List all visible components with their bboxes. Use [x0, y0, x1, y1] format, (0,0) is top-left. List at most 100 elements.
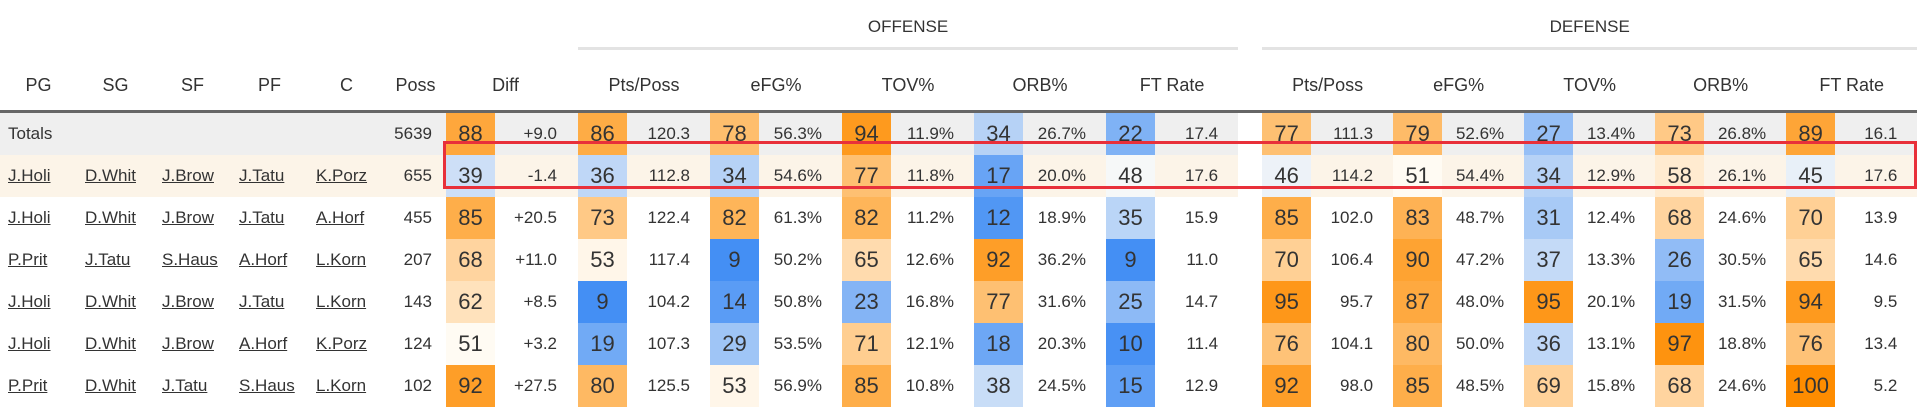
player-link[interactable]: J.Holi [8, 166, 51, 185]
offense-tov-value: 12.1% [905, 334, 954, 353]
player-link[interactable]: L.Korn [316, 250, 367, 269]
possessions: 102 [403, 376, 432, 395]
player-link[interactable]: J.Tatu [162, 376, 208, 395]
offense-ft-rate-percentile: 15 [1106, 365, 1155, 407]
offense-tov-value: 11.9% [891, 111, 974, 155]
diff-value: +20.5 [513, 208, 557, 227]
col-header-pf[interactable]: PF [231, 60, 308, 113]
defense-efg-percentile: 85 [1393, 365, 1443, 407]
player-link[interactable]: D.Whit [85, 334, 136, 353]
lineup-pf-cell: J.Tatu [231, 197, 308, 239]
player-link[interactable]: K.Porz [316, 334, 368, 353]
player-link[interactable]: P.Prit [8, 250, 48, 269]
player-link[interactable]: J.Tatu [239, 166, 285, 185]
defense-ft-rate-value: 5.2 [1873, 376, 1898, 395]
lineup-pf-cell: J.Tatu [231, 281, 308, 323]
defense-tov-value: 15.8% [1586, 376, 1636, 395]
offense-pts-poss-value: 107.3 [647, 334, 690, 353]
col-header-off-orb[interactable]: ORB% [974, 60, 1106, 113]
col-header-off-ft-rate[interactable]: FT Rate [1106, 60, 1239, 113]
lineup-sg-cell: D.Whit [77, 197, 154, 239]
player-link[interactable]: A.Horf [239, 334, 288, 353]
player-link[interactable]: J.Brow [162, 208, 214, 227]
col-header-diff[interactable]: Diff [446, 60, 565, 113]
defense-efg-value: 54.4% [1442, 155, 1525, 197]
col-header-sf[interactable]: SF [154, 60, 231, 113]
offense-efg-percentile: 78 [710, 111, 759, 155]
col-header-pg[interactable]: PG [0, 60, 77, 113]
lineup-pg-cell: J.Holi [0, 281, 77, 323]
defense-pts-poss-value: 104.1 [1330, 334, 1374, 353]
offense-orb-value: 20.3% [1037, 334, 1086, 353]
defense-ft-rate-value: 17.6 [1835, 155, 1918, 197]
offense-tov-value: 11.2% [907, 208, 954, 227]
player-link[interactable]: L.Korn [316, 292, 367, 311]
defense-efg-value: 50.0% [1455, 334, 1505, 353]
player-link[interactable]: J.Holi [8, 208, 51, 227]
offense-orb-percentile: 77 [974, 281, 1023, 323]
player-link[interactable]: P.Prit [8, 376, 48, 395]
defense-tov-value: 13.4% [1573, 111, 1656, 155]
diff-percentile: 62 [446, 281, 495, 323]
diff-value: +9.0 [495, 111, 565, 155]
player-link[interactable]: D.Whit [85, 208, 136, 227]
diff-value: -1.4 [495, 155, 565, 197]
lineup-sg-cell: J.Tatu [77, 239, 154, 281]
defense-pts-poss-percentile: 70 [1262, 239, 1312, 281]
offense-pts-poss-value: 122.4 [647, 208, 690, 227]
col-header-def-pts-poss[interactable]: Pts/Poss [1262, 60, 1394, 113]
offense-pts-poss-percentile: 36 [578, 155, 627, 197]
lineup-c-cell: K.Porz [308, 155, 385, 197]
player-link[interactable]: J.Holi [8, 334, 51, 353]
player-link[interactable]: J.Brow [162, 292, 214, 311]
defense-ft-rate-percentile: 65 [1786, 239, 1836, 281]
player-link[interactable]: D.Whit [85, 376, 136, 395]
offense-ft-rate-value: 17.6 [1155, 155, 1239, 197]
col-header-off-efg[interactable]: eFG% [710, 60, 842, 113]
player-link[interactable]: J.Tatu [239, 208, 285, 227]
spacer [565, 281, 578, 323]
offense-ft-rate-percentile: 48 [1106, 155, 1155, 197]
player-link[interactable]: J.Tatu [85, 250, 131, 269]
group-gap [1238, 197, 1263, 239]
player-link[interactable]: J.Brow [162, 334, 214, 353]
player-link[interactable]: A.Horf [316, 208, 365, 227]
player-link[interactable]: L.Korn [316, 376, 367, 395]
diff-percentile: 51 [446, 323, 495, 365]
col-header-off-tov[interactable]: TOV% [842, 60, 974, 113]
col-header-c[interactable]: C [308, 60, 385, 113]
offense-pts-poss-percentile: 80 [578, 365, 627, 407]
lineup-row: J.Holi D.Whit J.Brow J.Tatu A.Horf 455 85 +20.5… [0, 197, 1917, 239]
col-header-def-orb[interactable]: ORB% [1655, 60, 1787, 113]
col-header-poss[interactable]: Poss [385, 60, 446, 113]
offense-tov-percentile: 65 [842, 239, 891, 281]
player-link[interactable]: J.Tatu [239, 292, 285, 311]
defense-tov-percentile: 27 [1524, 111, 1574, 155]
lineup-pg-cell: J.Holi [0, 323, 77, 365]
offense-tov-value: 10.8% [905, 376, 954, 395]
player-link[interactable]: K.Porz [316, 166, 368, 185]
diff-value: +8.5 [523, 292, 557, 311]
player-link[interactable]: J.Brow [162, 166, 214, 185]
player-link[interactable]: D.Whit [85, 166, 136, 185]
defense-ft-rate-percentile: 76 [1786, 323, 1836, 365]
spacer [565, 197, 578, 239]
offense-ft-rate-percentile: 22 [1106, 111, 1155, 155]
player-link[interactable]: A.Horf [239, 250, 288, 269]
player-link[interactable]: S.Haus [162, 250, 218, 269]
col-header-def-ft-rate[interactable]: FT Rate [1786, 60, 1918, 113]
spacer [565, 323, 578, 365]
offense-ft-rate-percentile: 9 [1106, 239, 1155, 281]
col-header-sg[interactable]: SG [77, 60, 154, 113]
totals-row: Totals 5639 88 +9.0 86 120.3 78 56.3% 94 11.9% 34 2… [0, 111, 1918, 155]
lineup-row: J.Holi D.Whit J.Brow A.Horf K.Porz 124 51 +3.2 1… [0, 323, 1917, 365]
col-header-off-pts-poss[interactable]: Pts/Poss [578, 60, 710, 113]
col-header-def-tov[interactable]: TOV% [1524, 60, 1656, 113]
player-link[interactable]: S.Haus [239, 376, 295, 395]
col-header-def-efg[interactable]: eFG% [1393, 60, 1525, 113]
player-link[interactable]: J.Holi [8, 292, 51, 311]
defense-efg-value: 48.0% [1455, 292, 1505, 311]
player-link[interactable]: D.Whit [85, 292, 136, 311]
defense-orb-value: 24.6% [1717, 208, 1767, 227]
